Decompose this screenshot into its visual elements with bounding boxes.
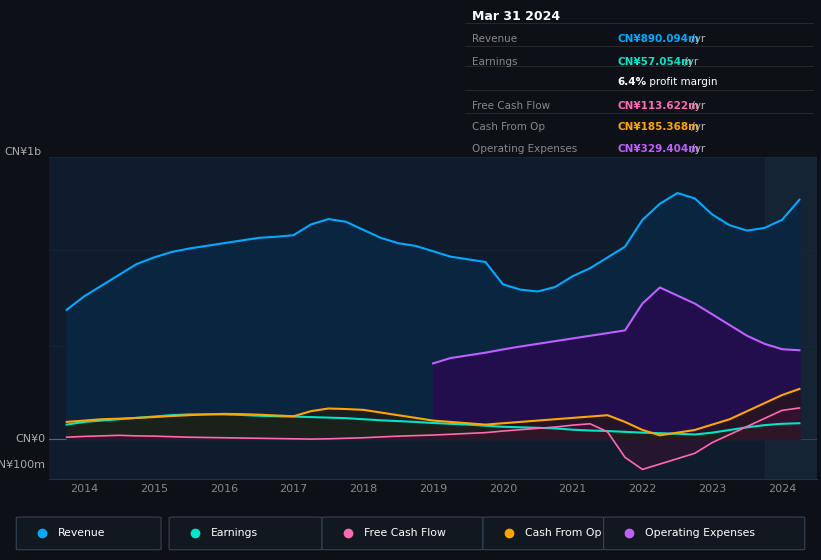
- FancyBboxPatch shape: [169, 517, 322, 550]
- Text: Revenue: Revenue: [58, 529, 106, 538]
- Text: CN¥57.054m: CN¥57.054m: [617, 57, 692, 67]
- Text: Free Cash Flow: Free Cash Flow: [472, 101, 550, 110]
- Text: /yr: /yr: [681, 57, 699, 67]
- Text: profit margin: profit margin: [646, 77, 718, 87]
- Text: Revenue: Revenue: [472, 34, 517, 44]
- Text: /yr: /yr: [688, 144, 705, 154]
- Text: Earnings: Earnings: [472, 57, 517, 67]
- Text: Cash From Op: Cash From Op: [525, 529, 601, 538]
- FancyBboxPatch shape: [16, 517, 161, 550]
- Text: 6.4%: 6.4%: [617, 77, 647, 87]
- Text: CN¥890.094m: CN¥890.094m: [617, 34, 699, 44]
- Bar: [764, 157, 817, 479]
- Text: CN¥1b: CN¥1b: [4, 147, 41, 157]
- FancyBboxPatch shape: [322, 517, 483, 550]
- Text: Operating Expenses: Operating Expenses: [645, 529, 755, 538]
- Text: /yr: /yr: [688, 101, 705, 110]
- Text: /yr: /yr: [688, 123, 705, 132]
- Text: Mar 31 2024: Mar 31 2024: [472, 10, 560, 24]
- FancyBboxPatch shape: [603, 517, 805, 550]
- Text: CN¥329.404m: CN¥329.404m: [617, 144, 699, 154]
- Text: Earnings: Earnings: [211, 529, 258, 538]
- Text: Operating Expenses: Operating Expenses: [472, 144, 577, 154]
- Text: -CN¥100m: -CN¥100m: [0, 460, 45, 470]
- Text: CN¥0: CN¥0: [16, 433, 45, 444]
- Text: Free Cash Flow: Free Cash Flow: [364, 529, 446, 538]
- FancyBboxPatch shape: [483, 517, 603, 550]
- Text: CN¥185.368m: CN¥185.368m: [617, 123, 699, 132]
- Text: Cash From Op: Cash From Op: [472, 123, 545, 132]
- Text: CN¥113.622m: CN¥113.622m: [617, 101, 699, 110]
- Text: /yr: /yr: [688, 34, 705, 44]
